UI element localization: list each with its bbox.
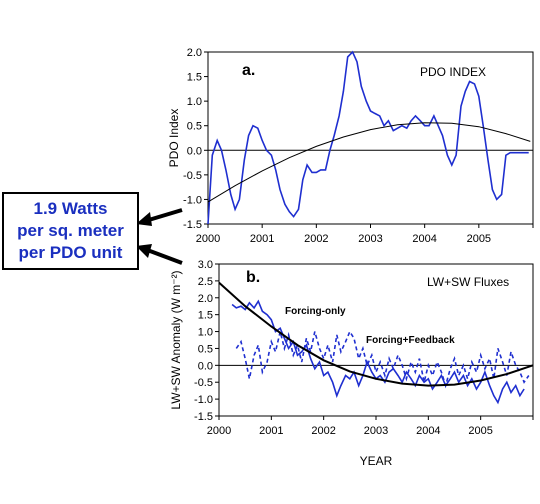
panel-b-y-axis-label: LW+SW Anomaly (W m⁻²)	[169, 270, 183, 409]
y-tick-label: -0.5	[183, 170, 202, 182]
x-tick-label: 2001	[250, 233, 274, 245]
panel-a-series	[207, 50, 531, 225]
y-tick-label: 3.0	[198, 259, 213, 271]
panel-a-title: PDO INDEX	[420, 65, 486, 79]
panel-a-y-axis-label: PDO Index	[167, 109, 181, 168]
y-tick-label: 0.5	[187, 121, 202, 133]
annotation-forcing-only: Forcing-only	[285, 306, 346, 317]
x-tick-label: 2003	[358, 233, 382, 245]
callout-line-3: per PDO unit	[18, 243, 123, 262]
annotation-forcing-feedback: Forcing+Feedback	[366, 335, 455, 346]
y-tick-label: -1.0	[183, 194, 202, 206]
panel-b-x-ticks: 2000 2001 2002 2003 2004 2005	[207, 416, 534, 437]
y-tick-label: 1.0	[187, 96, 202, 108]
x-tick-label: 2002	[304, 233, 328, 245]
y-tick-label: -1.0	[194, 394, 213, 406]
panel-b-series-dashed-line	[235, 329, 530, 389]
panel-b-series-fit-curve-line	[218, 281, 534, 387]
y-tick-label: 0.0	[187, 145, 202, 157]
panel-a-series-solid-line	[207, 50, 529, 225]
y-tick-label: 1.0	[198, 327, 213, 339]
panel-a-chart: a. PDO INDEX PDO Index 2.0 1.5 1.0 0.5 0.0 -0…	[167, 47, 534, 245]
x-tick-label: 2000	[207, 425, 231, 437]
arrowhead-b	[136, 244, 152, 258]
x-tick-label: 2003	[364, 425, 388, 437]
y-tick-label: 2.0	[198, 293, 213, 305]
panel-a-label: a.	[242, 62, 255, 79]
x-tick-label: 2001	[259, 425, 283, 437]
y-tick-label: -1.5	[183, 219, 202, 231]
panel-b-series-solid-line	[231, 299, 525, 405]
y-tick-label: 1.5	[198, 310, 213, 322]
x-tick-label: 2000	[196, 233, 220, 245]
y-tick-label: 0.5	[198, 343, 213, 355]
panel-b-y-ticks: 3.0 2.5 2.0 1.5 1.0 0.5 0.0 -0.5 -1.0 -1.5	[194, 259, 533, 423]
panel-a-y-ticks: 2.0 1.5 1.0 0.5 0.0 -0.5 -1.0 -1.5	[183, 47, 533, 231]
x-tick-label: 2004	[416, 425, 440, 437]
callout-box: 1.9 Watts per sq. meter per PDO unit	[2, 192, 139, 270]
y-tick-label: 2.0	[187, 47, 202, 59]
x-tick-label: 2004	[412, 233, 436, 245]
y-tick-label: -0.5	[194, 377, 213, 389]
arrowhead-a	[136, 212, 152, 226]
x-tick-label: 2002	[311, 425, 335, 437]
panel-b-series	[218, 281, 534, 405]
panel-a-series-fit-curve-line	[207, 122, 531, 203]
y-tick-label: -1.5	[194, 411, 213, 423]
x-tick-label: 2005	[467, 233, 491, 245]
y-tick-label: 1.5	[187, 72, 202, 84]
y-tick-label: 2.5	[198, 276, 213, 288]
panel-b-label: b.	[246, 269, 260, 286]
y-tick-label: 0.0	[198, 360, 213, 372]
panel-b-x-axis-label: YEAR	[360, 454, 393, 468]
panel-b-chart: b. LW+SW Fluxes LW+SW Anomaly (W m⁻²) YE…	[169, 259, 534, 468]
panel-b-title: LW+SW Fluxes	[427, 275, 509, 289]
panel-a-x-ticks: 2000 2001 2002 2003 2004 2005	[196, 224, 534, 245]
callout-line-2: per sq. meter	[17, 221, 124, 240]
callout-line-1: 1.9 Watts	[33, 199, 108, 218]
x-tick-label: 2005	[468, 425, 492, 437]
